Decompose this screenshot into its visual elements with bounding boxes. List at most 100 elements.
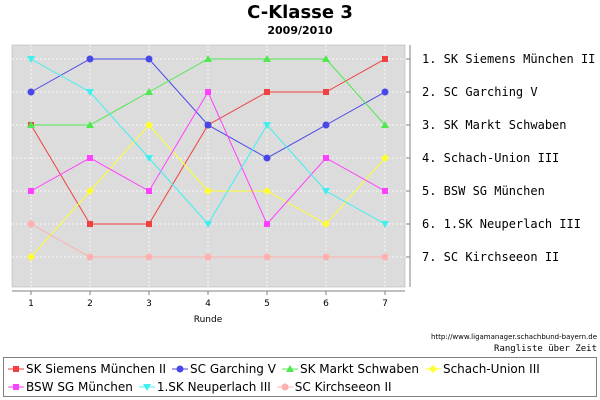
y-tick-label: 4. Schach-Union III [422,151,559,165]
legend-swatch-marker [428,365,437,373]
legend-label: Schach-Union III [442,362,540,376]
series-6 [27,56,389,228]
data-point [382,188,388,194]
legend-item: SK Siemens München II [8,362,166,376]
data-point [145,55,153,63]
data-point [27,121,35,128]
data-point [145,155,153,162]
legend: SK Siemens München II SC Garching V SK Mar… [3,357,597,397]
data-point [381,221,389,228]
data-point [86,253,94,261]
x-tick-label: 3 [146,299,152,309]
legend-label: SK Siemens München II [26,362,167,376]
data-point [145,253,153,261]
legend-swatch [8,384,24,390]
data-point [263,55,271,62]
data-point [322,220,330,228]
data-point [264,89,270,95]
data-point [204,55,212,62]
data-point [28,188,34,194]
data-point [322,188,330,195]
y-tick-label: 7. SC Kirchseeon II [422,250,559,264]
legend-item: SC Kirchseeon II [276,380,392,394]
data-point [146,221,152,227]
legend-label: SK Markt Schwaben [299,362,419,376]
data-point [145,121,153,129]
data-point [204,221,212,228]
data-point [87,221,93,227]
x-tick-label: 6 [323,299,329,309]
legend-swatch [172,365,189,373]
data-point [27,253,35,261]
data-point [86,55,94,63]
legend-label: 1.SK Neuperlach III [156,380,271,394]
data-point [263,154,271,162]
data-point [145,88,153,95]
legend-swatch [138,384,155,391]
legend-label: SC Kirchseeon II [294,380,392,394]
legend-swatch-marker [13,366,19,372]
data-point [146,188,152,194]
data-point [264,221,270,227]
x-tick-label: 1 [28,299,34,309]
x-axis-label: Runde [194,315,223,325]
x-tick-label: 4 [205,299,211,309]
data-point [86,187,94,195]
legend-swatch-marker [176,365,184,373]
data-point [27,220,35,228]
y-tick-label: 3. SK Markt Schwaben [422,118,567,132]
data-point [323,155,329,161]
series-7 [27,220,389,261]
source-url: http://www.ligamanager.schachbund-bayern… [430,333,597,341]
data-point [322,55,330,62]
legend-swatch-marker [281,383,289,391]
legend-swatch-marker [285,365,294,372]
y-tick-label: 6. 1.SK Neuperlach III [422,217,581,231]
legend-item: BSW SG München [8,380,133,394]
y-tick-label: 2. SC Garching V [422,85,538,99]
data-point [205,89,211,95]
chart-subtitle: 2009/2010 [267,24,333,37]
legend-swatch-marker [142,384,151,391]
legend-item: Schach-Union III [424,362,540,376]
data-point [381,88,389,96]
legend-item: SK Markt Schwaben [281,362,419,376]
legend-swatch [424,365,441,373]
data-point [204,253,212,261]
legend-item: SC Garching V [172,362,276,376]
legend-swatch-marker [13,384,19,390]
legend-item: 1.SK Neuperlach III [138,380,271,394]
y-tick-label: 5. BSW SG München [422,184,545,198]
data-point [86,121,94,128]
footer-caption: Rangliste über Zeit [494,344,597,354]
legend-row: BSW SG München 1.SK Neuperlach III SC Kirc… [8,378,596,396]
data-point [263,187,271,195]
data-point [204,121,212,129]
legend-label: BSW SG München [26,380,133,394]
data-point [323,89,329,95]
x-tick-label: 5 [264,299,270,309]
legend-row: SK Siemens München II SC Garching V SK Mar… [8,360,596,378]
data-point [263,122,271,129]
y-tick-label: 1. SK Siemens München II [422,52,595,66]
legend-label: SC Garching V [190,362,276,376]
data-point [27,88,35,96]
series-4 [27,121,389,261]
legend-swatch [281,365,298,372]
data-point [322,121,330,129]
data-point [86,89,94,96]
series-3 [27,55,389,128]
data-point [382,56,388,62]
data-point [204,187,212,195]
series-5 [28,89,388,227]
legend-swatch [8,366,24,372]
data-point [381,121,389,128]
data-point [322,253,330,261]
legend-swatch [276,383,293,391]
data-point [381,253,389,261]
data-point [263,253,271,261]
x-tick-label: 2 [87,299,93,309]
data-point [27,56,35,63]
series-2 [27,55,389,162]
